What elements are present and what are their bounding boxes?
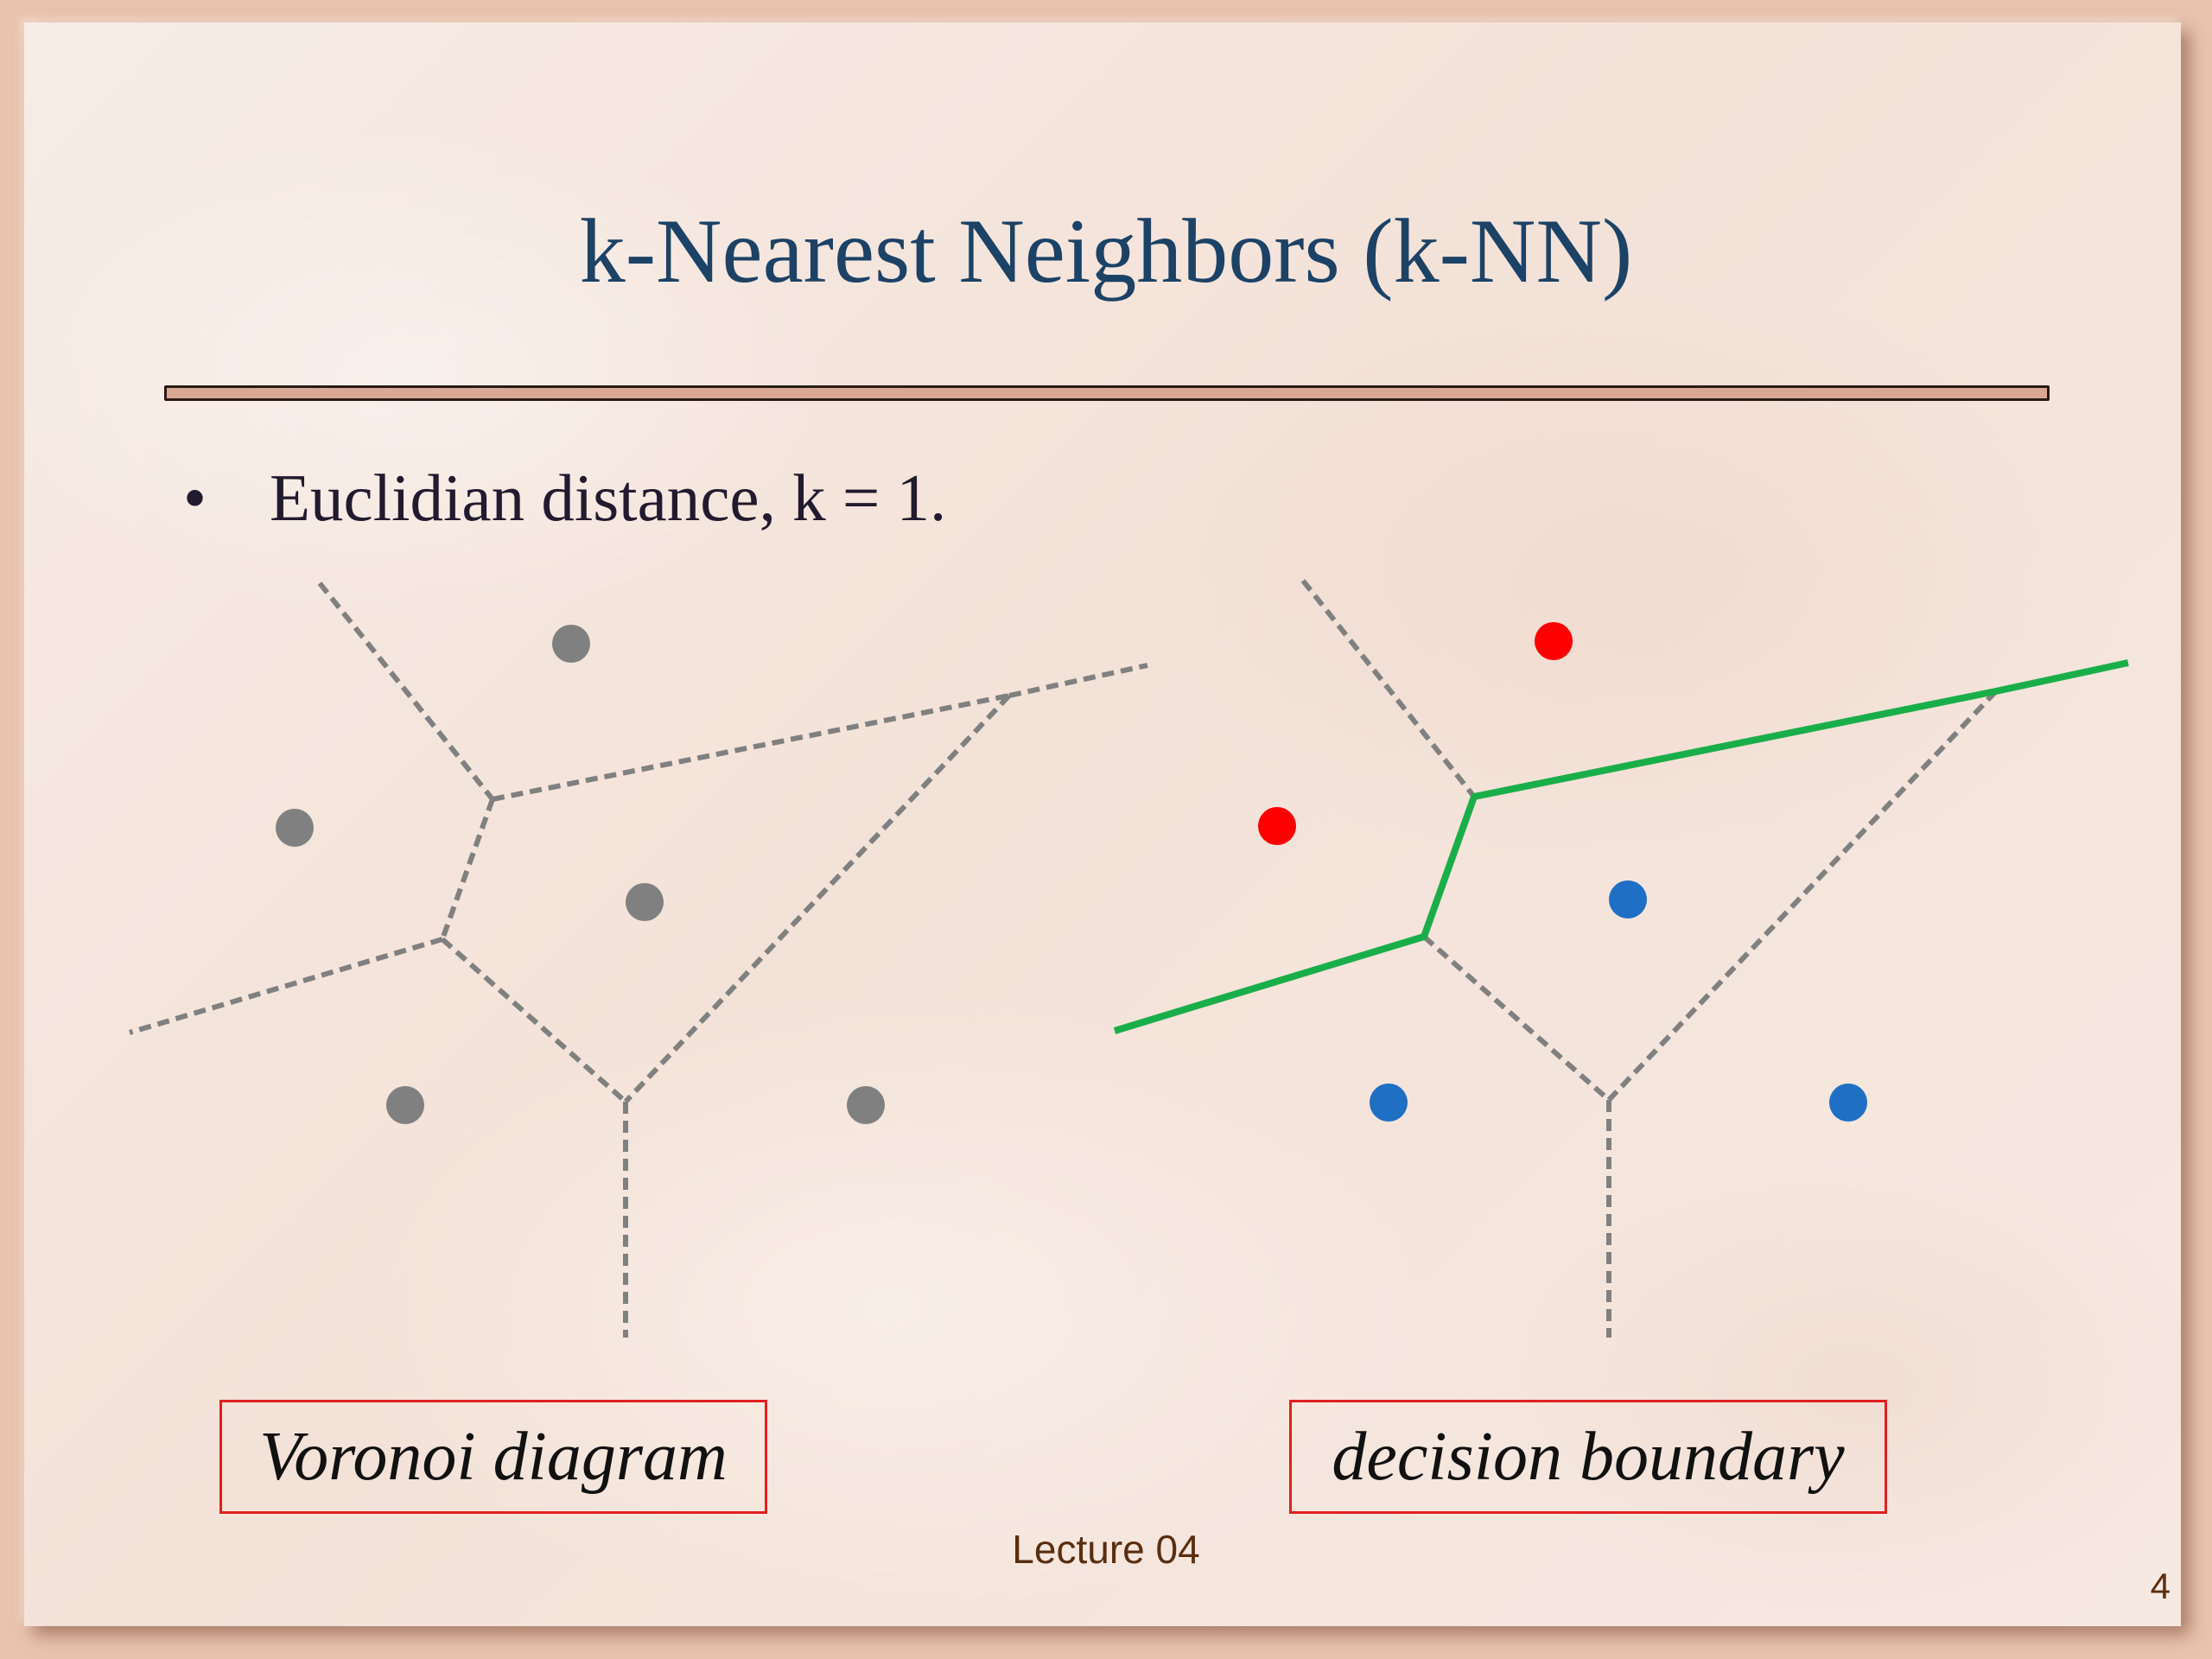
decision-diagram (1113, 579, 2129, 1338)
voronoi-edge (440, 798, 495, 941)
voronoi-edge (1606, 689, 1999, 1103)
voronoi-points (276, 625, 885, 1124)
voronoi-edge (492, 693, 1010, 802)
voronoi-point (626, 883, 664, 921)
bullet-icon: • (183, 461, 207, 535)
voronoi-edges (129, 582, 1148, 1338)
slide-title: k-Nearest Neighbors (k-NN) (579, 200, 1633, 302)
voronoi-point (847, 1086, 885, 1124)
voronoi-caption: Voronoi diagram (219, 1400, 767, 1514)
voronoi-edge (1300, 579, 1477, 798)
voronoi-edge (623, 693, 1012, 1104)
slide-background (24, 22, 2181, 1626)
voronoi-edge (441, 937, 627, 1104)
bullet-item: • Euclidian distance, k = 1. (183, 465, 946, 531)
voronoi-point (386, 1086, 424, 1124)
title-divider (164, 385, 2050, 401)
red-class-point (1258, 807, 1296, 845)
blue-class-point (1370, 1084, 1408, 1122)
blue-class-point (1829, 1084, 1867, 1122)
voronoi-edge (1422, 934, 1611, 1103)
decision-voronoi-edges (1300, 579, 1999, 1338)
voronoi-edge (1008, 663, 1148, 698)
voronoi-diagram (129, 582, 1148, 1338)
footer-lecture-label: Lecture 04 (1012, 1527, 1200, 1572)
decision-points (1258, 622, 1867, 1122)
decision-boundary-caption: decision boundary (1289, 1400, 1887, 1514)
voronoi-point (552, 625, 590, 663)
blue-class-point (1609, 880, 1647, 918)
voronoi-edge (129, 937, 443, 1035)
decision-boundary-line (1113, 659, 2129, 1034)
page-number: 4 (2150, 1566, 2171, 1606)
voronoi-edge (317, 582, 495, 801)
red-class-point (1535, 622, 1573, 660)
voronoi-point (276, 809, 314, 847)
bullet-text: Euclidian distance, k = 1. (270, 461, 947, 535)
